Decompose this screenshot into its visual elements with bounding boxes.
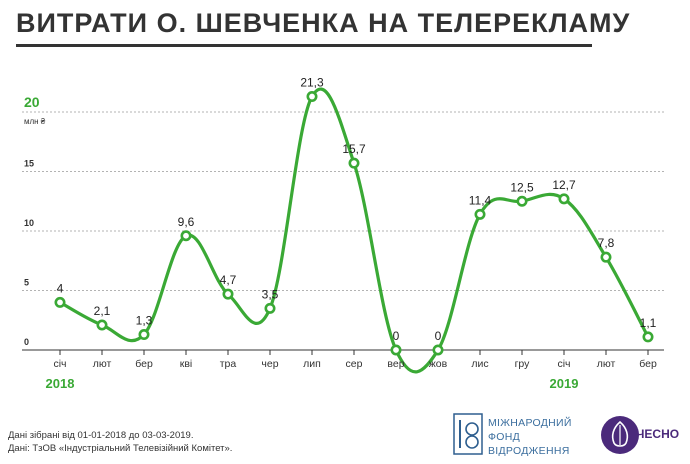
data-label: 11,4 (469, 193, 492, 207)
y-tick-label: 5 (24, 278, 29, 288)
x-tick-label: чер (261, 358, 278, 370)
footnote-source: Дані: ТзОВ «Індустріальний Телевізійний … (8, 443, 233, 454)
x-tick-label: гру (515, 358, 531, 370)
y-tick-label: 20 (24, 94, 40, 110)
irf-logo-line2: ФОНД (488, 431, 521, 443)
irf-logo-line3: ВІДРОДЖЕННЯ (488, 445, 570, 457)
irf-emblem-icon (453, 413, 483, 455)
data-point (264, 302, 276, 314)
x-tick-label: лис (471, 358, 488, 370)
data-label: 12,7 (552, 178, 576, 192)
data-point (474, 208, 486, 220)
series-line (59, 87, 650, 374)
data-point (180, 230, 192, 242)
x-tick-label: бер (639, 358, 657, 370)
data-point (138, 329, 150, 341)
x-tick-label: кві (180, 358, 193, 370)
data-label: 1,3 (136, 314, 153, 328)
y-tick-label: 15 (24, 159, 34, 169)
footnote-date-range: Дані зібрані від 01-01-2018 до 03-03-201… (8, 430, 194, 441)
irf-logo: МІЖНАРОДНИЙ ФОНД ВІДРОДЖЕННЯ (452, 412, 592, 460)
data-point (432, 344, 444, 356)
x-tick-label: лют (93, 358, 112, 370)
data-point (348, 157, 360, 169)
line-chart: 0 5 10 15 20 млн ₴ 4 січ 2,1 лют 1,3 бер 9,6 кві 4,7 тр… (22, 76, 664, 391)
data-point (600, 251, 612, 263)
title-underline (16, 44, 592, 47)
y-axis-unit-label: млн ₴ (24, 117, 46, 126)
year-label: 2018 (46, 376, 75, 391)
footnote: Дані зібрані від 01-01-2018 до 03-03-201… (8, 429, 232, 455)
data-point (306, 91, 318, 103)
y-tick-label: 10 (24, 218, 34, 228)
year-label: 2019 (550, 376, 579, 391)
data-label: 21,3 (300, 76, 324, 90)
data-label: 4 (57, 281, 64, 295)
data-label: 3,5 (262, 287, 279, 301)
data-point (54, 296, 66, 308)
data-label: 4,7 (220, 273, 237, 287)
x-tick-label: тра (220, 358, 237, 370)
x-tick-label: лип (303, 358, 321, 370)
x-tick-label: сер (346, 358, 363, 370)
data-label: 15,7 (342, 142, 366, 156)
chesno-logo: ЧЕСНО (600, 414, 688, 458)
data-label: 12,5 (510, 180, 534, 194)
data-point (390, 344, 402, 356)
irf-logo-line1: МІЖНАРОДНИЙ (488, 417, 572, 429)
data-point (222, 288, 234, 300)
data-label: 2,1 (94, 304, 111, 318)
data-label: 7,8 (598, 236, 615, 250)
data-label: 0 (435, 329, 442, 343)
y-tick-label: 0 (24, 337, 29, 347)
x-tick-label: січ (557, 358, 570, 370)
data-point (558, 193, 570, 205)
data-label: 1,1 (640, 316, 657, 330)
data-point (96, 319, 108, 331)
data-label: 0 (393, 329, 400, 343)
garlic-icon (601, 416, 639, 454)
page-title: ВИТРАТИ О. ШЕВЧЕНКА НА ТЕЛЕРЕКЛАМУ (16, 8, 631, 38)
x-tick-label: січ (53, 358, 66, 370)
x-tick-label: лют (597, 358, 616, 370)
data-label: 9,6 (178, 215, 195, 229)
data-point (516, 195, 528, 207)
x-tick-label: вер (387, 358, 404, 370)
x-tick-label: бер (135, 358, 153, 370)
data-point (642, 331, 654, 343)
chesno-logo-text: ЧЕСНО (636, 427, 680, 441)
x-tick-label: жов (429, 358, 448, 370)
